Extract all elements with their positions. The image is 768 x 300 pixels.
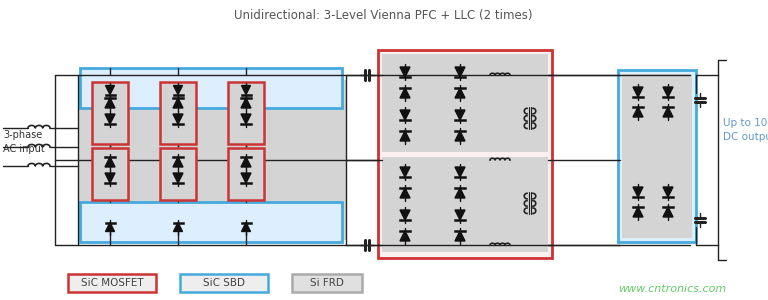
Polygon shape <box>633 107 643 117</box>
Polygon shape <box>400 67 410 77</box>
Bar <box>78 80 346 240</box>
Polygon shape <box>455 167 465 177</box>
Text: Unidirectional: 3-Level Vienna PFC + LLC (2 times): Unidirectional: 3-Level Vienna PFC + LLC… <box>233 9 532 22</box>
Polygon shape <box>105 173 115 183</box>
Polygon shape <box>455 188 465 198</box>
Polygon shape <box>174 223 183 232</box>
Polygon shape <box>455 131 465 141</box>
Text: 3-phase
AC input: 3-phase AC input <box>3 130 45 154</box>
Bar <box>80 68 342 108</box>
Polygon shape <box>633 87 643 97</box>
Bar <box>92 148 128 200</box>
Polygon shape <box>241 223 250 232</box>
Polygon shape <box>105 114 115 124</box>
Bar <box>622 74 692 238</box>
Polygon shape <box>455 231 465 241</box>
Polygon shape <box>400 131 410 141</box>
Polygon shape <box>663 107 673 117</box>
Polygon shape <box>633 207 643 217</box>
Bar <box>378 50 552 258</box>
Bar <box>80 202 342 242</box>
Bar <box>68 274 156 292</box>
Bar <box>382 157 548 252</box>
Polygon shape <box>663 187 673 197</box>
Polygon shape <box>633 187 643 197</box>
Polygon shape <box>455 210 465 220</box>
Polygon shape <box>174 85 183 94</box>
Bar <box>180 274 268 292</box>
Polygon shape <box>663 87 673 97</box>
Polygon shape <box>455 67 465 77</box>
Bar <box>382 54 548 152</box>
Polygon shape <box>105 98 115 108</box>
Polygon shape <box>400 231 410 241</box>
Polygon shape <box>241 98 251 108</box>
Polygon shape <box>241 157 251 167</box>
Polygon shape <box>105 223 114 232</box>
Bar <box>160 82 196 144</box>
Polygon shape <box>400 167 410 177</box>
Text: SiC MOSFET: SiC MOSFET <box>81 278 144 288</box>
Polygon shape <box>400 210 410 220</box>
Polygon shape <box>105 157 115 167</box>
Polygon shape <box>400 188 410 198</box>
Polygon shape <box>455 110 465 120</box>
Polygon shape <box>400 88 410 98</box>
Text: SiC SBD: SiC SBD <box>203 278 245 288</box>
Polygon shape <box>241 85 250 94</box>
Bar <box>160 148 196 200</box>
Polygon shape <box>173 157 183 167</box>
Polygon shape <box>173 173 183 183</box>
Polygon shape <box>105 85 114 94</box>
Text: Up to 1000 V
DC output: Up to 1000 V DC output <box>723 118 768 142</box>
Polygon shape <box>241 114 251 124</box>
Bar <box>618 70 696 242</box>
Polygon shape <box>173 114 183 124</box>
Bar <box>228 82 264 144</box>
Text: www.cntronics.com: www.cntronics.com <box>618 284 726 294</box>
Text: Si FRD: Si FRD <box>310 278 344 288</box>
Polygon shape <box>241 173 251 183</box>
Bar <box>92 82 128 144</box>
Bar <box>228 148 264 200</box>
Polygon shape <box>455 88 465 98</box>
Polygon shape <box>400 110 410 120</box>
Polygon shape <box>663 207 673 217</box>
Polygon shape <box>173 98 183 108</box>
Bar <box>292 274 362 292</box>
